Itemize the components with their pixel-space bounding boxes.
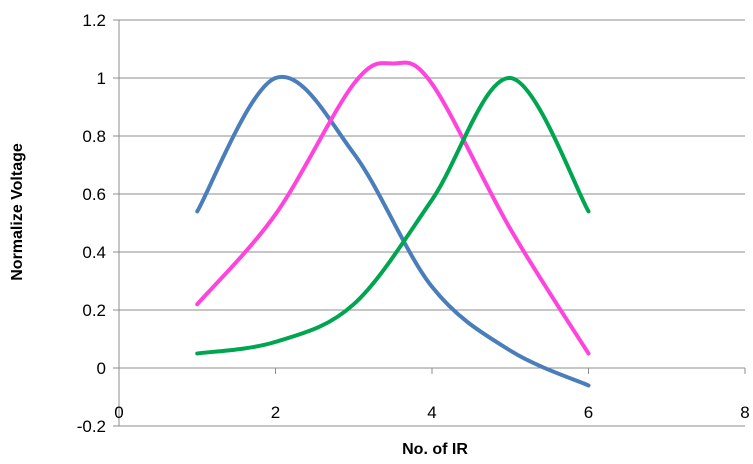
axes <box>113 19 746 427</box>
x-tick-label: 2 <box>271 403 280 422</box>
y-tick-label: 1 <box>97 69 106 88</box>
y-tick-label: 0.4 <box>82 243 106 262</box>
y-axis-title: Normalize Voltage <box>9 143 26 281</box>
x-tick-label: 6 <box>584 403 593 422</box>
x-tick-label: 0 <box>114 403 123 422</box>
x-tick-label: 4 <box>427 403 436 422</box>
series-layer <box>195 60 591 388</box>
series-line-3 <box>195 75 591 356</box>
y-tick-label: 0.8 <box>82 127 106 146</box>
series-line-2 <box>195 60 591 356</box>
y-tick-label: 1.2 <box>82 11 106 30</box>
tick-labels: -0.2 0 0.2 0.4 0.6 0.8 1 1.2 0 2 4 6 8 <box>77 11 750 436</box>
series-line-1 <box>195 74 591 388</box>
y-tick-label: 0 <box>97 359 106 378</box>
y-tick-label: 0.6 <box>82 185 106 204</box>
x-axis-title: No. of IR <box>402 441 468 458</box>
x-tick-label: 8 <box>740 403 749 422</box>
y-tick-label: 0.2 <box>82 301 106 320</box>
y-tick-label: -0.2 <box>77 417 106 436</box>
